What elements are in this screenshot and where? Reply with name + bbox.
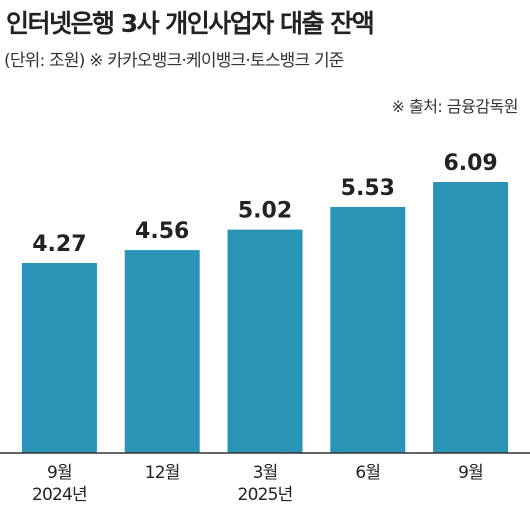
x-tick-label: 3월 2025년 (237, 463, 294, 505)
bar (21, 262, 97, 453)
value-label: 5.02 (238, 199, 292, 224)
bar (124, 250, 200, 453)
value-label: 5.53 (341, 176, 395, 201)
x-tick-label: 9월 (458, 463, 484, 483)
bar (330, 206, 406, 453)
x-tick-label: 6월 (355, 463, 381, 483)
value-label: 4.27 (32, 232, 86, 257)
value-label: 4.56 (135, 219, 189, 244)
bar (433, 182, 509, 453)
bar (227, 229, 303, 453)
x-tick-label: 12월 (144, 463, 181, 483)
source-note: ※ 출처: 금융감독원 (391, 97, 518, 116)
x-tick-label: 9월 2024년 (31, 463, 88, 505)
value-label: 6.09 (443, 151, 497, 176)
chart-subtitle: (단위: 조원) ※ 카카오뱅크·케이뱅크·토스뱅크 기준 (4, 51, 344, 71)
chart-title: 인터넷은행 3사 개인사업자 대출 잔액 (6, 9, 375, 38)
